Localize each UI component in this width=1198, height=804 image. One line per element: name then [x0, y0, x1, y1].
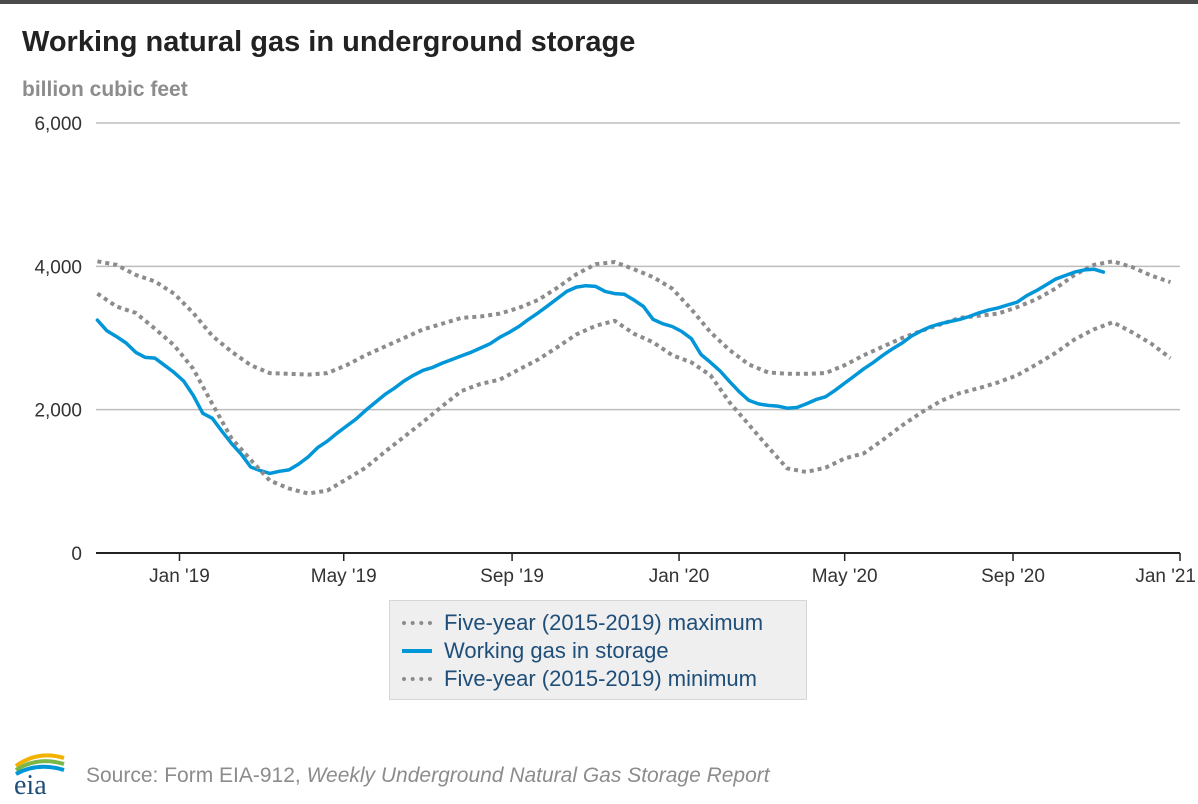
legend-item-min: Five-year (2015-2019) minimum [402, 665, 757, 693]
legend-label-min: Five-year (2015-2019) minimum [444, 666, 757, 691]
x-tick-label-6: Jan '21 [1135, 566, 1196, 587]
chart-title: Working natural gas in underground stora… [22, 26, 636, 58]
x-tick-label-4: May '20 [812, 566, 878, 587]
y-tick-label-1: 2,000 [34, 401, 82, 422]
legend-swatch-working [402, 649, 432, 653]
series-line-working-gas [95, 267, 1106, 476]
svg-text:eia: eia [14, 770, 47, 796]
x-tick-label-5: Sep '20 [981, 566, 1045, 587]
y-tick-label-2: 4,000 [34, 257, 82, 278]
chart-subtitle: billion cubic feet [22, 78, 188, 101]
legend-item-max: Five-year (2015-2019) maximum [402, 609, 763, 637]
chart-legend: Five-year (2015-2019) maximum Working ga… [389, 600, 807, 700]
eia-logo: eia [14, 753, 65, 796]
top-rule [0, 0, 1198, 4]
legend-swatch-max [402, 621, 432, 625]
source-prefix: Source: Form EIA-912, [86, 764, 307, 787]
y-tick-label-3: 6,000 [34, 114, 82, 135]
y-tick-label-0: 0 [71, 544, 82, 565]
source-note: Source: Form EIA-912, Weekly Underground… [86, 764, 770, 788]
x-tick-label-2: Sep '19 [480, 566, 544, 587]
x-tick-label-1: May '19 [311, 566, 377, 587]
legend-label-max: Five-year (2015-2019) maximum [444, 610, 764, 635]
legend-item-working: Working gas in storage [402, 637, 669, 665]
x-tick-label-0: Jan '19 [149, 566, 210, 587]
x-tick-label-3: Jan '20 [649, 566, 710, 587]
series-line-five-year-min [96, 291, 1172, 496]
series-line-five-year-max [97, 259, 1172, 377]
legend-label-working: Working gas in storage [444, 638, 669, 663]
source-report: Weekly Underground Natural Gas Storage R… [306, 764, 770, 787]
legend-swatch-min [402, 677, 432, 681]
chart-plot: 0 2,000 4,000 6,000 Jan '19 May '19 Sep '19 Jan… [34, 114, 1196, 587]
